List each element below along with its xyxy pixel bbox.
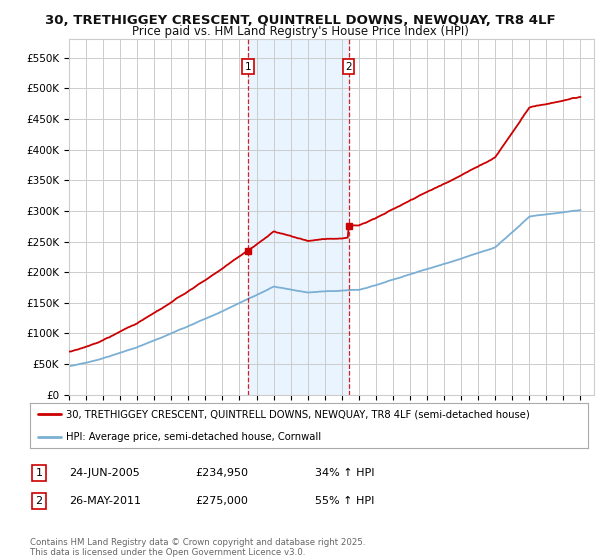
Text: 2: 2 — [35, 496, 43, 506]
Text: 1: 1 — [244, 62, 251, 72]
Text: 26-MAY-2011: 26-MAY-2011 — [69, 496, 141, 506]
Text: 2: 2 — [345, 62, 352, 72]
Text: £234,950: £234,950 — [196, 468, 248, 478]
Text: HPI: Average price, semi-detached house, Cornwall: HPI: Average price, semi-detached house,… — [66, 432, 322, 442]
Text: 24-JUN-2005: 24-JUN-2005 — [70, 468, 140, 478]
Text: 55% ↑ HPI: 55% ↑ HPI — [316, 496, 374, 506]
Text: £275,000: £275,000 — [196, 496, 248, 506]
Text: Price paid vs. HM Land Registry's House Price Index (HPI): Price paid vs. HM Land Registry's House … — [131, 25, 469, 38]
Text: 1: 1 — [35, 468, 43, 478]
Text: Contains HM Land Registry data © Crown copyright and database right 2025.
This d: Contains HM Land Registry data © Crown c… — [30, 538, 365, 557]
Text: 30, TRETHIGGEY CRESCENT, QUINTRELL DOWNS, NEWQUAY, TR8 4LF: 30, TRETHIGGEY CRESCENT, QUINTRELL DOWNS… — [44, 14, 556, 27]
Text: 30, TRETHIGGEY CRESCENT, QUINTRELL DOWNS, NEWQUAY, TR8 4LF (semi-detached house): 30, TRETHIGGEY CRESCENT, QUINTRELL DOWNS… — [66, 409, 530, 419]
Text: 34% ↑ HPI: 34% ↑ HPI — [315, 468, 375, 478]
Bar — [248, 39, 349, 395]
